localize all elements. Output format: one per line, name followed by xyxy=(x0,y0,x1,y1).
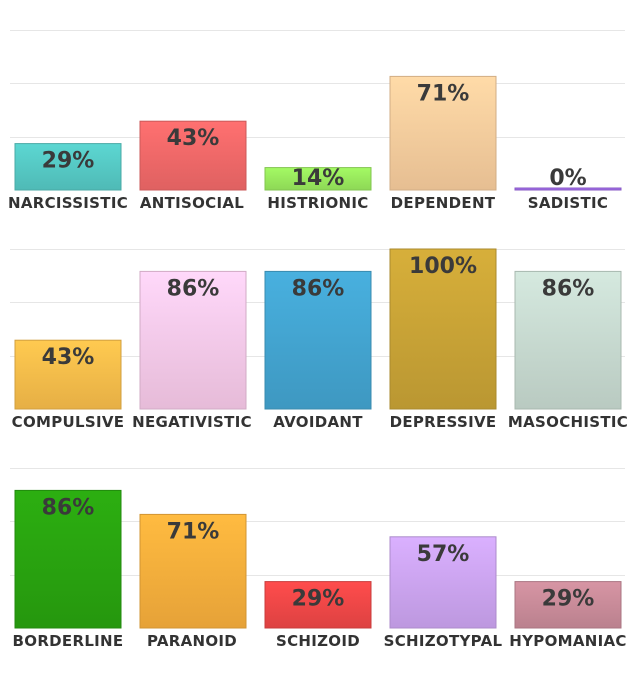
value-label: 29% xyxy=(292,587,345,612)
category-label: BORDERLINE xyxy=(13,632,124,650)
bar-hypomaniac xyxy=(514,581,622,629)
category-label: COMPULSIVE xyxy=(12,413,125,431)
bar-depressive xyxy=(389,248,497,410)
bar-avoidant xyxy=(264,270,372,410)
value-label: 86% xyxy=(167,276,220,301)
value-label: 86% xyxy=(542,276,595,301)
category-label: DEPENDENT xyxy=(391,194,496,212)
bar-borderline xyxy=(14,489,122,629)
chart-panel-2: 43% COMPULSIVE 86% NEGATIVISTIC 86% AVOIDANT 1… xyxy=(10,248,628,431)
value-label: 29% xyxy=(42,149,95,174)
value-label: 71% xyxy=(417,81,470,106)
bar-sadistic xyxy=(514,187,622,191)
value-label: 29% xyxy=(542,587,595,612)
value-label: 71% xyxy=(167,519,220,544)
value-label: 100% xyxy=(409,254,477,279)
value-label: 43% xyxy=(167,126,220,151)
bar-dependent xyxy=(389,75,497,191)
category-label: DEPRESSIVE xyxy=(390,413,497,431)
value-label: 86% xyxy=(292,276,345,301)
bar-negativistic xyxy=(139,270,247,410)
value-label: 57% xyxy=(417,542,470,567)
category-label: PARANOID xyxy=(147,632,237,650)
value-label: 14% xyxy=(292,166,345,191)
value-label: 86% xyxy=(42,495,95,520)
category-label: SADISTIC xyxy=(528,194,608,212)
bar-histrionic xyxy=(264,167,372,191)
category-label: ANTISOCIAL xyxy=(140,194,244,212)
bar-masochistic xyxy=(514,270,622,410)
category-label: AVOIDANT xyxy=(273,413,363,431)
value-label: 43% xyxy=(42,345,95,370)
bar-narcissistic xyxy=(14,143,122,191)
category-label: NEGATIVISTIC xyxy=(132,413,252,431)
value-label: 0% xyxy=(549,166,586,191)
category-label: HYPOMANIAC xyxy=(509,632,626,650)
bar-compulsive xyxy=(14,339,122,410)
bar-paranoid xyxy=(139,513,247,629)
chart-panel-3: 86% BORDERLINE 71% PARANOID 29% SCHIZOID 57% SC… xyxy=(10,468,626,650)
bar-schizotypal xyxy=(389,536,497,629)
bar-antisocial xyxy=(139,120,247,191)
category-label: SCHIZOID xyxy=(276,632,360,650)
category-label: HISTRIONIC xyxy=(267,194,368,212)
category-label: NARCISSISTIC xyxy=(8,194,128,212)
bar-schizoid xyxy=(264,581,372,629)
chart-panel-1: 29% NARCISSISTIC 43% ANTISOCIAL 14% HISTRIONI… xyxy=(8,30,625,212)
category-label: SCHIZOTYPAL xyxy=(384,632,503,650)
category-label: MASOCHISTIC xyxy=(508,413,628,431)
